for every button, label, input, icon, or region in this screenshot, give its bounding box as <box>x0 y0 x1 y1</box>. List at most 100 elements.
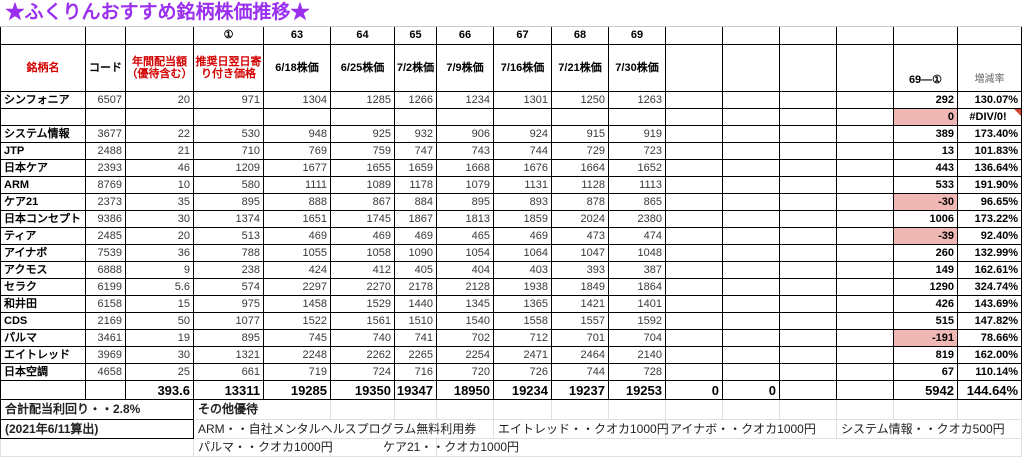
price-cell[interactable]: 723 <box>608 142 666 160</box>
stock-code-cell[interactable]: 2169 <box>85 312 126 330</box>
stock-code-cell[interactable]: 7539 <box>85 244 126 262</box>
price-cell[interactable]: 728 <box>608 363 666 381</box>
open-price-cell[interactable]: 574 <box>193 278 264 296</box>
stock-code-cell[interactable]: 4658 <box>85 363 126 381</box>
price-cell[interactable]: 404 <box>436 261 494 279</box>
empty-cell[interactable] <box>665 210 723 228</box>
diff-cell[interactable]: -191 <box>893 329 958 347</box>
open-price-cell[interactable]: 975 <box>193 295 264 313</box>
stock-name-cell[interactable]: 日本コンセプト <box>0 210 86 228</box>
empty-cell[interactable] <box>665 142 723 160</box>
empty-cell[interactable] <box>779 244 837 262</box>
empty-cell[interactable] <box>493 399 552 420</box>
empty-cell[interactable] <box>722 295 780 313</box>
price-cell[interactable]: 474 <box>608 227 666 245</box>
empty-cell[interactable] <box>779 312 837 330</box>
price-cell[interactable] <box>394 108 437 126</box>
empty-cell[interactable] <box>665 312 723 330</box>
price-cell[interactable]: 724 <box>330 363 395 381</box>
price-cell[interactable]: 932 <box>394 125 437 143</box>
rate-cell[interactable]: 101.83% <box>956 142 1023 160</box>
col-header-dividend[interactable]: 年間配当額（優待含む） <box>125 44 194 92</box>
empty-cell[interactable] <box>722 227 780 245</box>
dividend-cell[interactable]: 36 <box>125 244 194 262</box>
open-price-cell[interactable]: 1077 <box>193 312 264 330</box>
empty-cell[interactable] <box>836 295 894 313</box>
price-cell[interactable]: 741 <box>394 329 437 347</box>
empty-cell[interactable] <box>836 312 894 330</box>
open-price-cell[interactable]: 530 <box>193 125 264 143</box>
price-cell[interactable]: 473 <box>551 227 609 245</box>
empty-cell[interactable] <box>836 108 894 126</box>
open-price-cell[interactable]: 513 <box>193 227 264 245</box>
stock-name-cell[interactable]: アイナボ <box>0 244 86 262</box>
price-cell[interactable]: 2262 <box>330 346 395 364</box>
dividend-cell[interactable]: 9 <box>125 261 194 279</box>
empty-cell[interactable] <box>779 346 837 364</box>
benefit-arm[interactable]: ARM・・自社メンタルヘルスプログラム無料利用券 <box>193 419 494 439</box>
price-cell[interactable]: 387 <box>608 261 666 279</box>
empty-cell[interactable] <box>608 399 666 420</box>
price-cell[interactable]: 1304 <box>263 91 331 109</box>
stock-code-cell[interactable]: 6507 <box>85 91 126 109</box>
empty-cell[interactable] <box>722 108 780 126</box>
price-cell[interactable]: 712 <box>493 329 552 347</box>
price-cell[interactable]: 1677 <box>263 159 331 177</box>
price-cell[interactable]: 1131 <box>493 176 552 194</box>
price-cell[interactable]: 878 <box>551 193 609 211</box>
diff-cell[interactable]: 533 <box>893 176 958 194</box>
empty-cell[interactable] <box>836 346 894 364</box>
price-cell[interactable]: 1561 <box>330 312 395 330</box>
open-price-cell[interactable]: 895 <box>193 329 264 347</box>
col-header-price[interactable]: 7/30株価 <box>608 44 666 92</box>
empty-cell[interactable] <box>836 399 894 420</box>
empty-cell[interactable] <box>722 44 780 92</box>
open-price-cell[interactable]: 1321 <box>193 346 264 364</box>
empty-cell[interactable] <box>722 159 780 177</box>
empty-cell[interactable] <box>722 193 780 211</box>
empty-cell[interactable] <box>551 399 609 420</box>
price-cell[interactable]: 745 <box>263 329 331 347</box>
stock-name-cell[interactable]: シンフォニア <box>0 91 86 109</box>
stock-code-cell[interactable]: 6888 <box>85 261 126 279</box>
col-header-price[interactable]: 7/16株価 <box>493 44 552 92</box>
empty-cell[interactable] <box>665 26 723 45</box>
empty-cell[interactable] <box>779 210 837 228</box>
empty-cell[interactable] <box>85 380 126 400</box>
diff-cell[interactable]: 1290 <box>893 278 958 296</box>
open-price-cell[interactable]: 971 <box>193 91 264 109</box>
empty-cell[interactable] <box>665 261 723 279</box>
total-price-cell[interactable]: 19285 <box>263 380 331 400</box>
empty-cell[interactable] <box>836 380 894 400</box>
open-price-cell[interactable]: 1209 <box>193 159 264 177</box>
price-cell[interactable]: 1365 <box>493 295 552 313</box>
total-diff-cell[interactable]: 5942 <box>893 380 958 400</box>
price-cell[interactable]: 1458 <box>263 295 331 313</box>
rate-cell[interactable]: 143.69% <box>956 295 1023 313</box>
dividend-cell[interactable]: 50 <box>125 312 194 330</box>
total-price-cell[interactable]: 19234 <box>493 380 552 400</box>
total-rate-cell[interactable]: 144.64% <box>956 380 1023 400</box>
rate-cell[interactable]: 96.65% <box>956 193 1023 211</box>
open-price-cell[interactable]: 710 <box>193 142 264 160</box>
price-cell[interactable]: 925 <box>330 125 395 143</box>
price-cell[interactable]: 888 <box>263 193 331 211</box>
diff-cell[interactable]: 292 <box>893 91 958 109</box>
price-cell[interactable]: 1867 <box>394 210 437 228</box>
diff-cell[interactable]: -39 <box>893 227 958 245</box>
price-cell[interactable] <box>436 108 494 126</box>
price-cell[interactable]: 1938 <box>493 278 552 296</box>
price-cell[interactable]: 919 <box>608 125 666 143</box>
empty-cell[interactable] <box>779 295 837 313</box>
price-cell[interactable]: 2380 <box>608 210 666 228</box>
empty-cell[interactable] <box>722 312 780 330</box>
price-cell[interactable]: 2297 <box>263 278 331 296</box>
empty-cell[interactable] <box>665 295 723 313</box>
open-price-cell[interactable] <box>193 108 264 126</box>
empty-cell[interactable] <box>665 91 723 109</box>
empty-cell[interactable] <box>125 26 194 45</box>
stock-code-cell[interactable]: 8769 <box>85 176 126 194</box>
price-cell[interactable]: 1090 <box>394 244 437 262</box>
price-cell[interactable]: 1676 <box>493 159 552 177</box>
diff-cell[interactable]: 0 <box>893 108 958 126</box>
